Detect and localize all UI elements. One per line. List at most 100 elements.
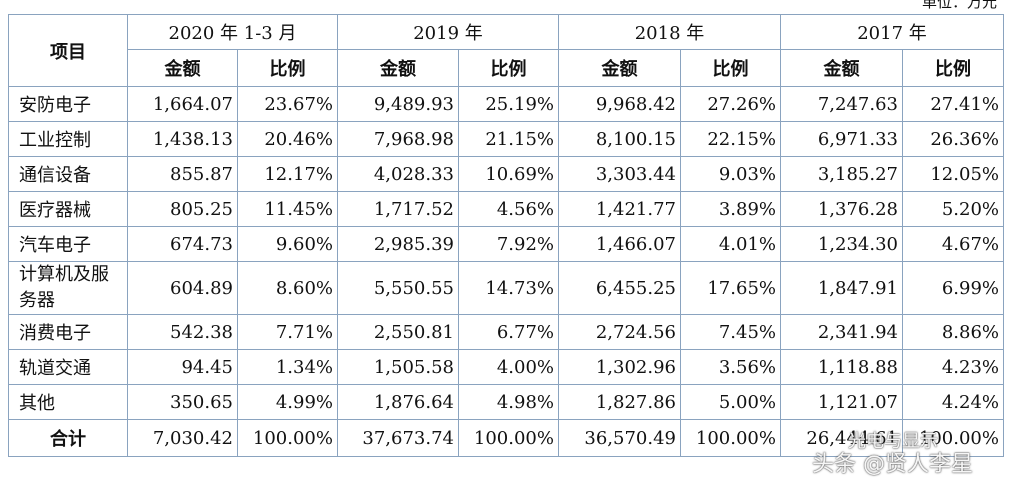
cell-value: 9,968.42 xyxy=(558,86,681,122)
unit-note: 单位：万元 xyxy=(921,0,997,11)
cell-value: 2,724.56 xyxy=(558,314,681,350)
year-header: 2019 年 xyxy=(337,14,559,50)
data-row: 计算机及服务器 604.89 8.60% 5,550.55 14.73% 6,455.25… xyxy=(8,261,1004,315)
cell-value: 27.26% xyxy=(680,86,781,122)
data-row: 合计 7,030.42 100.00% 37,673.74 100.00% 36,570.… xyxy=(8,419,1004,457)
cell-value: 542.38 xyxy=(127,314,238,350)
cell-value: 8.86% xyxy=(902,314,1004,350)
table-body: 项目 2020 年 1-3 月 2019 年 2018 年 2017 年金额 比例 金额 比例… xyxy=(8,14,1004,457)
cell-value: 2,985.39 xyxy=(337,226,459,262)
cell-value: 1,717.52 xyxy=(337,191,459,227)
cell-value: 2,341.94 xyxy=(780,314,903,350)
cell-value: 1,847.91 xyxy=(780,261,903,315)
cell-value: 1.34% xyxy=(237,349,338,385)
watermark-author: 头条 @贤人李星 xyxy=(812,452,973,477)
data-row: 通信设备 855.87 12.17% 4,028.33 10.69% 3,303.44 9.… xyxy=(8,156,1004,192)
cell-value: 17.65% xyxy=(680,261,781,315)
cell-value: 4.24% xyxy=(902,384,1004,420)
watermark-source: 光电与显示 xyxy=(848,431,938,452)
cell-value: 27.41% xyxy=(902,86,1004,122)
cell-value: 8.60% xyxy=(237,261,338,315)
cell-value: 6,455.25 xyxy=(558,261,681,315)
cell-value: 22.15% xyxy=(680,121,781,157)
cell-value: 4,028.33 xyxy=(337,156,459,192)
cell-value: 1,827.86 xyxy=(558,384,681,420)
cell-value: 1,376.28 xyxy=(780,191,903,227)
cell-value: 26,444.61 xyxy=(780,419,903,457)
cell-value: 7,968.98 xyxy=(337,121,459,157)
data-row: 其他 350.65 4.99% 1,876.64 4.98% 1,827.86 5.00% 1… xyxy=(8,384,1004,420)
row-label: 通信设备 xyxy=(8,156,128,192)
sub-header: 金额 xyxy=(337,49,459,87)
data-row: 安防电子 1,664.07 23.67% 9,489.93 25.19% 9,968.42… xyxy=(8,86,1004,122)
row-label: 计算机及服务器 xyxy=(8,261,128,315)
data-row: 轨道交通 94.45 1.34% 1,505.58 4.00% 1,302.96 3.56%… xyxy=(8,349,1004,385)
cell-value: 100.00% xyxy=(458,419,559,457)
cell-value: 9,489.93 xyxy=(337,86,459,122)
cell-value: 7.92% xyxy=(458,226,559,262)
cell-value: 3,185.27 xyxy=(780,156,903,192)
cell-value: 1,876.64 xyxy=(337,384,459,420)
data-row: 汽车电子 674.73 9.60% 2,985.39 7.92% 1,466.07 4.01… xyxy=(8,226,1004,262)
cell-value: 604.89 xyxy=(127,261,238,315)
sub-header: 金额 xyxy=(127,49,238,87)
cell-value: 350.65 xyxy=(127,384,238,420)
data-row: 消费电子 542.38 7.71% 2,550.81 6.77% 2,724.56 7.45… xyxy=(8,314,1004,350)
cell-value: 5.00% xyxy=(680,384,781,420)
row-label: 医疗器械 xyxy=(8,191,128,227)
cell-value: 8,100.15 xyxy=(558,121,681,157)
cell-value: 1,438.13 xyxy=(127,121,238,157)
corner-header: 项目 xyxy=(8,14,128,87)
cell-value: 1,118.88 xyxy=(780,349,903,385)
cell-value: 14.73% xyxy=(458,261,559,315)
cell-value: 37,673.74 xyxy=(337,419,459,457)
cell-value: 7.45% xyxy=(680,314,781,350)
cell-value: 10.69% xyxy=(458,156,559,192)
subheader-row: 金额 比例 金额 比例 金额 比例 金额 比例 xyxy=(9,49,1004,87)
cell-value: 4.23% xyxy=(902,349,1004,385)
revenue-table: 项目 2020 年 1-3 月 2019 年 2018 年 2017 年金额 比例 金额 比例… xyxy=(8,14,1004,457)
cell-value: 1,302.96 xyxy=(558,349,681,385)
cell-value: 855.87 xyxy=(127,156,238,192)
row-label: 汽车电子 xyxy=(8,226,128,262)
cell-value: 20.46% xyxy=(237,121,338,157)
cell-value: 21.15% xyxy=(458,121,559,157)
cell-value: 805.25 xyxy=(127,191,238,227)
cell-value: 11.45% xyxy=(237,191,338,227)
row-label: 其他 xyxy=(8,384,128,420)
cell-value: 1,466.07 xyxy=(558,226,681,262)
cell-value: 1,121.07 xyxy=(780,384,903,420)
year-header: 2018 年 xyxy=(558,14,781,50)
sub-header: 比例 xyxy=(237,49,338,87)
cell-value: 3.89% xyxy=(680,191,781,227)
row-label: 安防电子 xyxy=(8,86,128,122)
sub-header: 金额 xyxy=(780,49,903,87)
row-label: 轨道交通 xyxy=(8,349,128,385)
cell-value: 4.99% xyxy=(237,384,338,420)
cell-value: 36,570.49 xyxy=(558,419,681,457)
cell-value: 7,030.42 xyxy=(127,419,238,457)
cell-value: 674.73 xyxy=(127,226,238,262)
cell-value: 7,247.63 xyxy=(780,86,903,122)
cell-value: 4.67% xyxy=(902,226,1004,262)
cell-value: 5,550.55 xyxy=(337,261,459,315)
cell-value: 9.60% xyxy=(237,226,338,262)
cell-value: 3.56% xyxy=(680,349,781,385)
cell-value: 12.17% xyxy=(237,156,338,192)
sub-header: 比例 xyxy=(902,49,1004,87)
cell-value: 6,971.33 xyxy=(780,121,903,157)
cell-value: 2,550.81 xyxy=(337,314,459,350)
sub-header: 金额 xyxy=(558,49,681,87)
sub-header: 比例 xyxy=(458,49,559,87)
cell-value: 1,234.30 xyxy=(780,226,903,262)
cell-value: 1,421.77 xyxy=(558,191,681,227)
year-header: 2020 年 1-3 月 xyxy=(127,14,338,50)
header-row: 项目 2020 年 1-3 月 2019 年 2018 年 2017 年 xyxy=(8,14,1004,87)
cell-value: 94.45 xyxy=(127,349,238,385)
cell-value: 100.00% xyxy=(902,419,1004,457)
cell-value: 100.00% xyxy=(680,419,781,457)
cell-value: 26.36% xyxy=(902,121,1004,157)
cell-value: 5.20% xyxy=(902,191,1004,227)
cell-value: 3,303.44 xyxy=(558,156,681,192)
